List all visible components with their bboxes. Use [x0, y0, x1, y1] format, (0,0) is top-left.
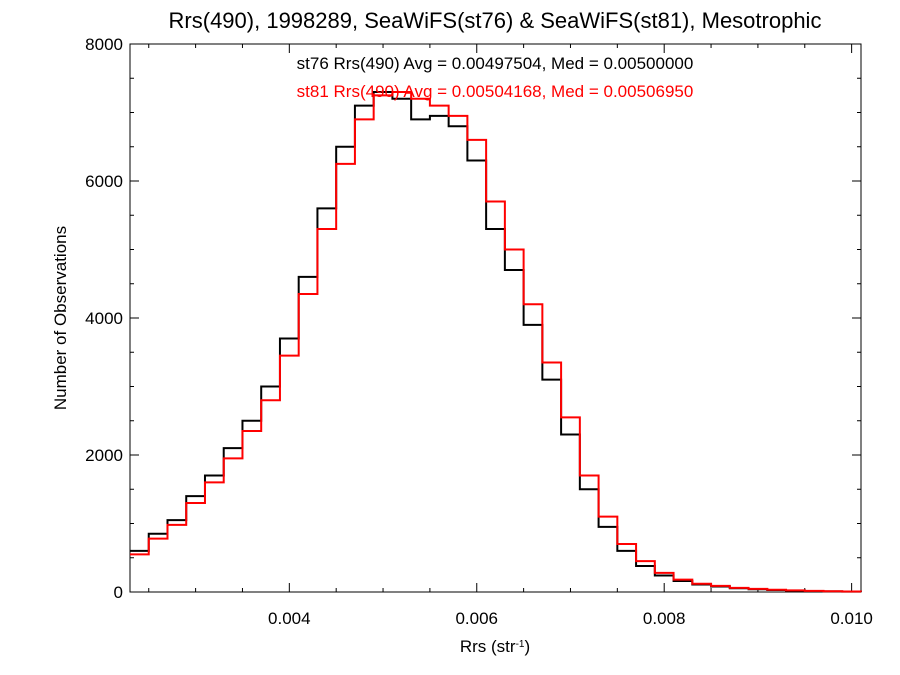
- plot-area-frame: [129, 43, 862, 593]
- series-st81-line: [130, 90, 862, 593]
- y-tick-label: 6000: [85, 172, 123, 191]
- x-axis-label-suffix: ): [524, 637, 530, 656]
- x-tick-label: 0.006: [455, 609, 498, 628]
- axis-tick-labels: 0.004 0.006 0.008 0.010 0 2000 4000 6000 8000: [85, 35, 873, 628]
- legend-entry-st81: st81 Rrs(490) Avg = 0.00504168, Med = 0.…: [297, 82, 694, 101]
- y-tick-label: 8000: [85, 35, 123, 54]
- series-layer: [130, 90, 862, 593]
- x-axis-label-text: Rrs (str: [460, 637, 516, 656]
- y-axis-label: Number of Observations: [51, 226, 70, 410]
- x-axis-label-superscript: -1: [516, 639, 525, 650]
- legend-entry-st76: st76 Rrs(490) Avg = 0.00497504, Med = 0.…: [297, 54, 694, 73]
- x-tick-label: 0.004: [268, 609, 311, 628]
- series-st76-line: [130, 90, 862, 593]
- x-tick-label: 0.010: [830, 609, 873, 628]
- axis-ticks: [130, 43, 861, 593]
- x-tick-label: 0.008: [643, 609, 686, 628]
- y-tick-label: 4000: [85, 309, 123, 328]
- legend: st76 Rrs(490) Avg = 0.00497504, Med = 0.…: [297, 54, 694, 101]
- y-tick-label: 0: [114, 583, 123, 602]
- y-tick-label: 2000: [85, 446, 123, 465]
- x-axis-label: Rrs (str-1): [460, 637, 530, 656]
- chart-title: Rrs(490), 1998289, SeaWiFS(st76) & SeaWi…: [169, 8, 822, 33]
